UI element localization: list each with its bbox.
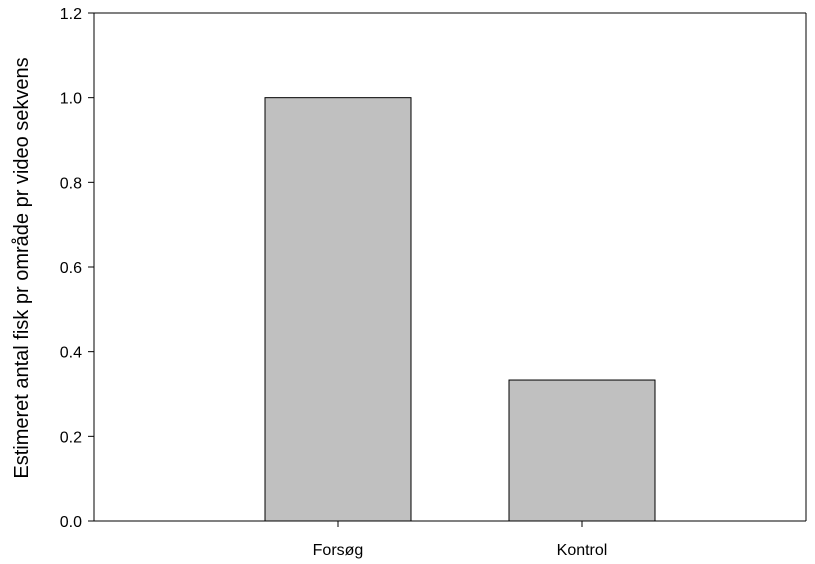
y-tick-label: 1.0 [60, 91, 82, 108]
bar-1 [264, 97, 412, 522]
x-tick-label: Kontrol [557, 542, 608, 559]
y-axis-title: Estimeret antal fisk pr område pr video … [11, 57, 33, 478]
y-tick-label: 0.4 [60, 345, 82, 362]
plot-frame [94, 12, 807, 521]
x-tick-label: Forsøg [313, 542, 364, 559]
x-axis: Forsøg Kontrol [94, 520, 806, 559]
y-axis: 0.0 0.2 0.4 0.6 0.8 1.0 1.2 [60, 6, 95, 531]
y-tick-label: 0.0 [60, 514, 82, 531]
bar-2 [508, 379, 656, 522]
bars-layer [264, 97, 656, 522]
y-tick-label: 0.2 [60, 429, 82, 446]
y-tick-label: 0.8 [60, 175, 82, 192]
y-tick-label: 0.6 [60, 260, 82, 277]
y-tick-label: 1.2 [60, 6, 82, 23]
